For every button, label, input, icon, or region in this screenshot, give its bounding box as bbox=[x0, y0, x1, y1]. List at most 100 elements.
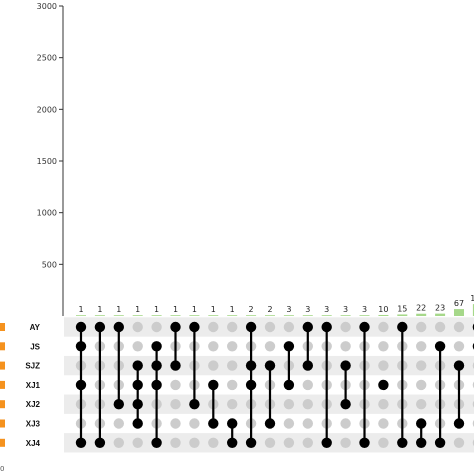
intersection-bar bbox=[151, 315, 162, 316]
intersection-bar bbox=[94, 315, 105, 316]
intersection-count-label: 3 bbox=[324, 305, 329, 314]
intersection-bar bbox=[302, 315, 313, 316]
intersection-bar bbox=[189, 315, 200, 316]
intersection-count-label: 1 bbox=[97, 305, 102, 314]
matrix-dot-inactive bbox=[227, 399, 238, 410]
matrix-dot-inactive bbox=[378, 321, 389, 333]
matrix-column bbox=[416, 321, 427, 448]
matrix-column bbox=[113, 321, 125, 448]
matrix-dot-inactive bbox=[302, 418, 313, 429]
intersection-bar bbox=[340, 315, 351, 316]
matrix-dot-inactive bbox=[189, 437, 200, 448]
matrix-dot-active bbox=[151, 437, 162, 448]
intersection-count-label: 10 bbox=[378, 305, 388, 314]
y-tick-label: 3000 bbox=[37, 2, 57, 11]
intersection-count-label: 3 bbox=[343, 305, 348, 314]
matrix-dot-active bbox=[340, 399, 351, 410]
matrix-dot-inactive bbox=[189, 418, 200, 429]
intersection-count-label: 3 bbox=[362, 305, 367, 314]
matrix-dot-inactive bbox=[416, 321, 427, 333]
matrix-dot-active bbox=[132, 360, 143, 371]
matrix-column bbox=[302, 321, 313, 448]
intersection-bar bbox=[76, 315, 86, 316]
intersection-count-label: 15 bbox=[397, 304, 407, 313]
intersection-count-label: 3 bbox=[286, 305, 291, 314]
matrix-dot-active bbox=[151, 379, 162, 391]
matrix-dot-active bbox=[132, 399, 143, 410]
matrix-dot-inactive bbox=[264, 437, 276, 448]
matrix-dot-inactive bbox=[378, 360, 389, 371]
matrix-dot-active bbox=[340, 360, 351, 371]
intersection-count-label: 2 bbox=[249, 305, 254, 314]
matrix-dot-active bbox=[132, 418, 143, 429]
matrix-dot-active bbox=[245, 437, 257, 448]
y-tick-label: 2000 bbox=[37, 105, 57, 114]
matrix-dot-active bbox=[264, 360, 276, 371]
matrix-dot-active bbox=[434, 341, 446, 352]
matrix-dot-active bbox=[132, 379, 143, 391]
matrix-dot-inactive bbox=[170, 418, 181, 429]
set-size-marker bbox=[0, 361, 5, 370]
intersection-bar bbox=[397, 314, 408, 316]
set-label: AY bbox=[30, 323, 41, 332]
matrix-dot-inactive bbox=[340, 437, 351, 448]
matrix-dot-active bbox=[189, 321, 200, 333]
matrix-dot-active bbox=[227, 437, 238, 448]
matrix-dot-active bbox=[94, 437, 106, 448]
matrix-dot-inactive bbox=[264, 321, 276, 333]
matrix-dot-inactive bbox=[227, 341, 238, 352]
intersection-count-label: 1 bbox=[135, 305, 140, 314]
intersection-count-label: 1 bbox=[192, 305, 197, 314]
intersection-bar bbox=[208, 315, 219, 316]
matrix-dot-active bbox=[227, 418, 238, 429]
matrix-column bbox=[283, 321, 295, 448]
y-tick-label: 1000 bbox=[37, 209, 57, 218]
matrix-dot-inactive bbox=[132, 321, 143, 333]
matrix-dot-inactive bbox=[151, 321, 162, 333]
set-size-marker bbox=[0, 438, 5, 447]
y-tick-label: 1500 bbox=[37, 157, 57, 166]
intersection-bar bbox=[283, 315, 294, 316]
matrix-dot-inactive bbox=[416, 341, 427, 352]
matrix-dot-active bbox=[245, 360, 257, 371]
matrix-dot-inactive bbox=[453, 341, 465, 352]
matrix-dot-active bbox=[189, 399, 200, 410]
matrix-dot-active bbox=[151, 341, 162, 352]
matrix-dot-active bbox=[302, 321, 313, 333]
matrix-dot-active bbox=[453, 360, 465, 371]
matrix-dot-active bbox=[321, 321, 332, 333]
matrix-dot-inactive bbox=[283, 321, 295, 333]
matrix-column bbox=[132, 321, 143, 448]
intersection-count-label: 1 bbox=[154, 305, 159, 314]
matrix-dot-inactive bbox=[132, 437, 143, 448]
intersection-count-label: 1 bbox=[78, 305, 83, 314]
intersection-bar bbox=[265, 315, 275, 316]
matrix-dot-active bbox=[283, 341, 295, 352]
matrix-dot-inactive bbox=[208, 321, 219, 333]
matrix-column bbox=[94, 321, 106, 448]
matrix-column bbox=[340, 321, 351, 448]
intersection-matrix bbox=[75, 321, 474, 448]
matrix-dot-inactive bbox=[302, 437, 313, 448]
y-tick-label: 500 bbox=[42, 260, 57, 269]
matrix-dot-active bbox=[359, 437, 370, 448]
intersection-bar bbox=[359, 315, 370, 316]
matrix-dot-active bbox=[75, 437, 87, 448]
matrix-dot-active bbox=[378, 379, 389, 391]
matrix-dot-inactive bbox=[434, 321, 446, 333]
set-label: SJZ bbox=[25, 362, 40, 371]
matrix-dot-active bbox=[208, 379, 219, 391]
matrix-dot-inactive bbox=[264, 341, 276, 352]
matrix-dot-inactive bbox=[170, 399, 181, 410]
intersection-bar bbox=[132, 315, 143, 316]
intersection-count-label: 1 bbox=[116, 305, 121, 314]
set-labels: AY JS SJZ XJ1 XJ2 XJ3 XJ4 bbox=[0, 323, 41, 448]
intersection-bar bbox=[435, 313, 446, 316]
matrix-dot-inactive bbox=[302, 399, 313, 410]
matrix-dot-inactive bbox=[378, 437, 389, 448]
matrix-dot-active bbox=[151, 360, 162, 371]
set-label: XJ3 bbox=[26, 420, 41, 429]
intersection-count-label: 1 bbox=[173, 305, 178, 314]
matrix-dot-inactive bbox=[208, 437, 219, 448]
